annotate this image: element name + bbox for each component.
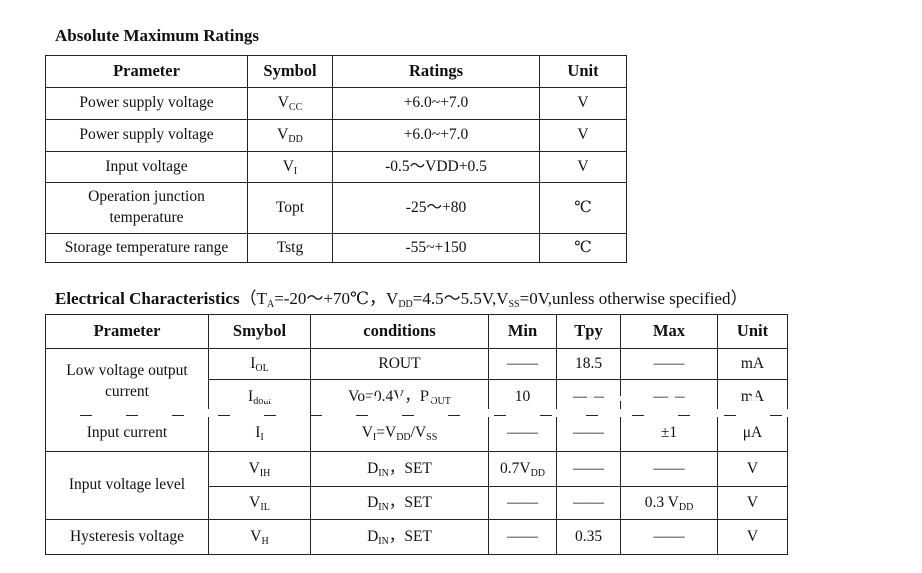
symbol-cell: VCC	[247, 87, 333, 120]
electrical-characteristics-title: Electrical Characteristics（TA=-20～+70℃，V…	[55, 289, 748, 310]
symbol-cell: VH	[208, 519, 311, 555]
rating-cell: -55~+150	[332, 233, 540, 263]
typ-cell: 0.35	[556, 519, 621, 555]
header-max: Max	[620, 314, 718, 349]
min-cell: ——	[488, 519, 557, 555]
symbol-cell: VIH	[208, 451, 311, 487]
rating-cell: +6.0~+7.0	[332, 87, 540, 120]
unit-cell: V	[539, 119, 627, 152]
absolute-max-ratings-table: Prameter Symbol Ratings Unit Power suppl…	[45, 55, 627, 263]
min-cell: 0.7VDD	[488, 451, 557, 487]
rating-cell: -25～+80	[332, 182, 540, 234]
table-row: Power supply voltage VCC +6.0~+7.0 V	[45, 87, 627, 120]
max-cell: ±1	[620, 415, 718, 452]
typ-cell: ——	[556, 486, 621, 520]
min-cell: ——	[488, 415, 557, 452]
header-ratings: Ratings	[332, 55, 540, 88]
table-row: Low voltage output current IOL ROUT —— 1…	[45, 348, 788, 416]
table-row: Power supply voltage VDD +6.0~+7.0 V	[45, 119, 627, 152]
max-cell: 0.3 VDD	[620, 486, 718, 520]
typ-cell: 18.5	[556, 348, 621, 380]
param-cell: Storage temperature range	[45, 233, 248, 263]
table-header-row: Prameter Symbol Ratings Unit	[45, 55, 627, 88]
param-cell: Hysteresis voltage	[45, 519, 209, 555]
table-row: Input current II VI=VDD/VSS —— —— ±1 μA	[45, 415, 788, 452]
param-cell: Input voltage	[45, 151, 248, 183]
symbol-cell: Tstg	[247, 233, 333, 263]
symbol-cell: VDD	[247, 119, 333, 152]
unit-cell: mA	[717, 348, 788, 380]
max-cell: ——	[620, 519, 718, 555]
header-parameter: Prameter	[45, 314, 209, 349]
unit-cell: V	[717, 451, 788, 487]
table-row: Input voltage VI -0.5～VDD+0.5 V	[45, 151, 627, 183]
header-conditions: conditions	[310, 314, 489, 349]
test-conditions: （TA=-20～+70℃，VDD=4.5～5.5V,VSS=0V,unless …	[239, 289, 748, 310]
table-header-row: Prameter Smybol conditions Min Tpy Max U…	[45, 314, 788, 349]
condition-cell: DIN，SET	[310, 519, 489, 555]
param-cell: Low voltage output current	[45, 348, 209, 416]
param-cell: Input current	[45, 415, 209, 452]
min-cell: ——	[488, 348, 557, 380]
symbol-cell: VIL	[208, 486, 311, 520]
unit-cell: V	[539, 87, 627, 120]
condition-cell: DIN，SET	[310, 486, 489, 520]
table-row: Input voltage level VIH DIN，SET 0.7VDD —…	[45, 451, 788, 520]
condition-cell: DIN，SET	[310, 451, 489, 487]
unit-cell: ℃	[539, 182, 627, 234]
header-typ: Tpy	[556, 314, 621, 349]
max-cell: ——	[620, 451, 718, 487]
header-unit: Unit	[717, 314, 788, 349]
unit-cell: mA	[717, 379, 788, 416]
table-row: Hysteresis voltage VH DIN，SET —— 0.35 ——…	[45, 519, 788, 555]
param-cell: Power supply voltage	[45, 119, 248, 152]
unit-cell: V	[717, 486, 788, 520]
header-parameter: Prameter	[45, 55, 248, 88]
rating-cell: +6.0~+7.0	[332, 119, 540, 152]
condition-cell: VI=VDD/VSS	[310, 415, 489, 452]
param-cell: Input voltage level	[45, 451, 209, 520]
condition-cell: ROUT	[310, 348, 489, 380]
symbol-cell: II	[208, 415, 311, 452]
header-symbol: Symbol	[247, 55, 333, 88]
header-unit: Unit	[539, 55, 627, 88]
typ-cell: ——	[556, 379, 621, 416]
unit-cell: μA	[717, 415, 788, 452]
absolute-max-ratings-title: Absolute Maximum Ratings	[55, 26, 260, 45]
typ-cell: ——	[556, 451, 621, 487]
symbol-cell: IOL	[208, 348, 311, 380]
param-cell: Operation junction temperature	[45, 182, 248, 234]
table-row: Operation junction temperature Topt -25～…	[45, 182, 627, 234]
table-row: VIL DIN，SET —— —— 0.3 VDD V	[46, 486, 788, 520]
condition-cell: Vo=0.4V，ROUT	[310, 379, 489, 416]
max-cell: ——	[620, 348, 718, 380]
min-cell: ——	[488, 486, 557, 520]
param-cell: Power supply voltage	[45, 87, 248, 120]
symbol-cell: Topt	[247, 182, 333, 234]
header-min: Min	[488, 314, 557, 349]
header-symbol: Smybol	[208, 314, 311, 349]
unit-cell: V	[717, 519, 788, 555]
table-row: Storage temperature range Tstg -55~+150 …	[45, 233, 627, 263]
typ-cell: ——	[556, 415, 621, 452]
symbol-cell: VI	[247, 151, 333, 183]
unit-cell: ℃	[539, 233, 627, 263]
rating-cell: -0.5～VDD+0.5	[332, 151, 540, 183]
unit-cell: V	[539, 151, 627, 183]
symbol-cell: Idout	[208, 379, 311, 416]
min-cell: 10	[488, 379, 557, 416]
max-cell: ——	[620, 379, 718, 416]
electrical-characteristics-table: Prameter Smybol conditions Min Tpy Max U…	[45, 314, 788, 555]
